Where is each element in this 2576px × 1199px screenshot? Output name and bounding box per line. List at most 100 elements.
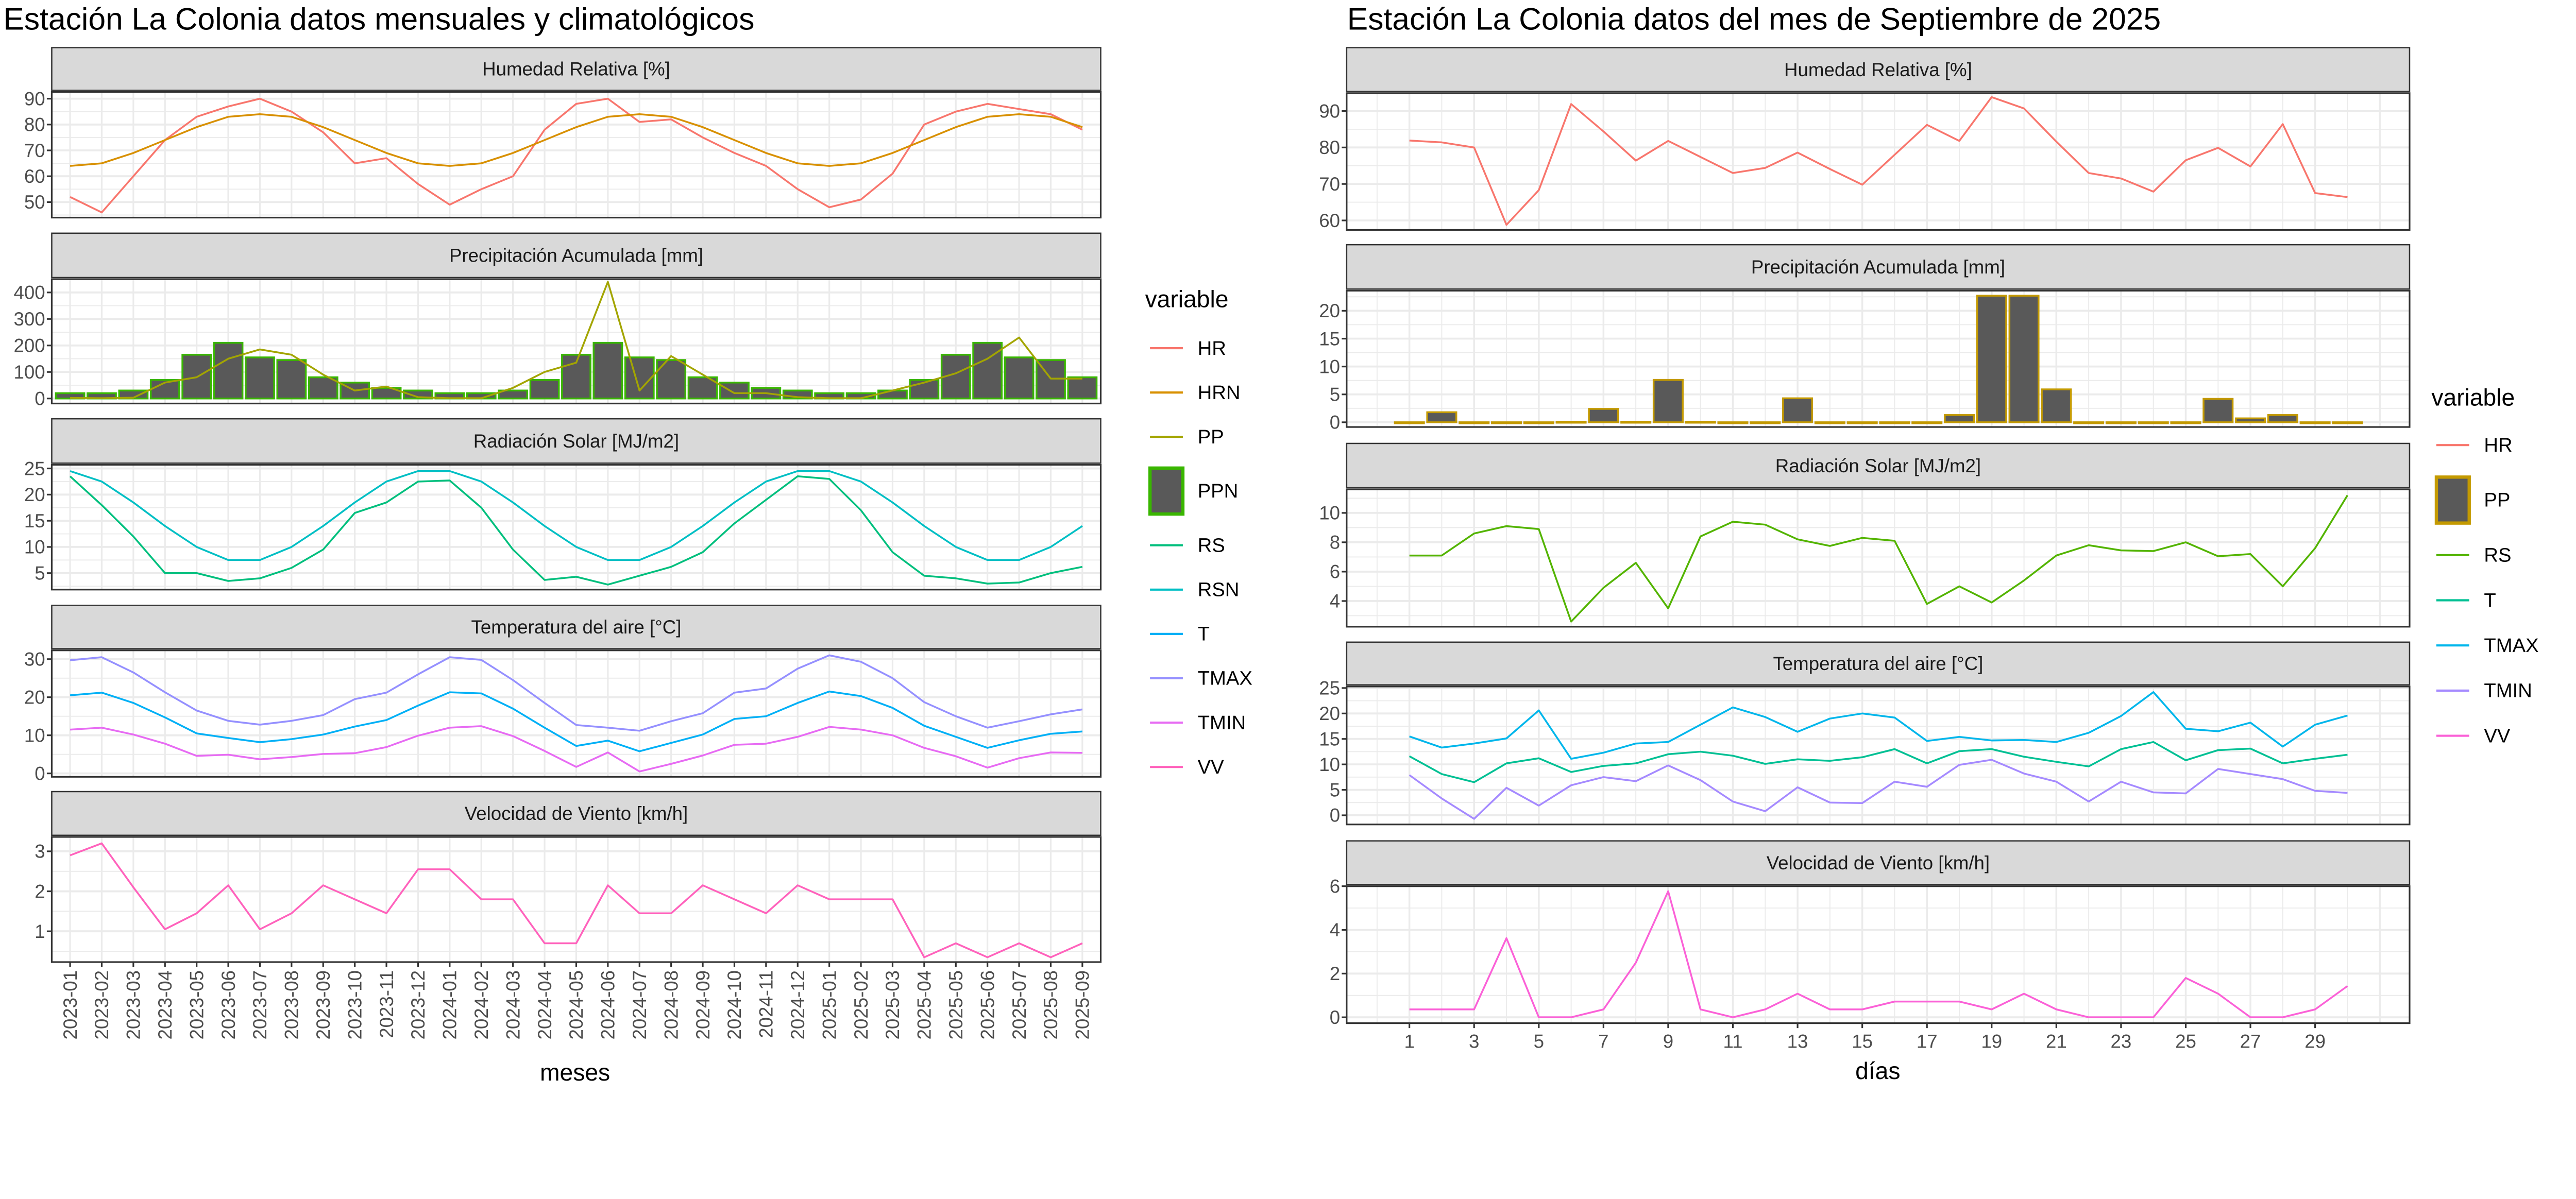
series-T — [70, 690, 1082, 752]
legend-title: variable — [2431, 384, 2515, 411]
x-tick-label: 2023-05 — [186, 970, 207, 1040]
x-axis-title: días — [1855, 1057, 1900, 1084]
y-tick-label: 70 — [24, 140, 45, 161]
legend-item-VV: VV — [1150, 756, 1224, 778]
bar-PP — [1976, 295, 2007, 423]
strip-background — [1346, 840, 2411, 885]
y-tick-label: 100 — [14, 362, 45, 383]
y-tick-label: 90 — [1319, 100, 1340, 122]
legend-label: TMAX — [1198, 667, 1252, 690]
y-tick-label: 300 — [14, 309, 45, 330]
bar-PP — [1846, 421, 1878, 424]
x-tick-label: 2023-03 — [123, 970, 144, 1040]
y-tick-label: 10 — [1319, 503, 1340, 524]
y-tick-label: 15 — [1319, 328, 1340, 349]
x-tick-label: 2024-05 — [566, 970, 587, 1040]
bar-PPN — [498, 389, 529, 400]
strip-background — [51, 47, 1101, 91]
line-VV — [1409, 890, 2348, 1018]
x-tick-label: 15 — [1852, 1031, 1873, 1052]
bar-PP — [2041, 388, 2072, 423]
legend-item-PP: PP — [2434, 475, 2510, 525]
x-tick-label: 2024-01 — [439, 970, 461, 1040]
y-tick-label: 5 — [35, 563, 45, 584]
x-tick-label: 2023-02 — [91, 970, 112, 1040]
x-tick-label: 2023-06 — [218, 970, 239, 1040]
series-PP — [1394, 295, 2363, 424]
y-tick-label: 20 — [1319, 703, 1340, 724]
y-tick-label: 60 — [24, 166, 45, 187]
y-tick-label: 5 — [1330, 779, 1340, 800]
legend-label: VV — [1198, 756, 1225, 778]
x-tick-label: 2025-06 — [977, 970, 998, 1040]
bar-PPN — [719, 382, 750, 400]
legend-item-T: T — [1150, 623, 1210, 645]
panel-3: Temperatura del aire [°C] 0 5 10 15 20 25 — [1319, 641, 2411, 826]
bar-PP — [1523, 421, 1554, 424]
bar-PP — [1685, 421, 1716, 424]
y-tick-label: 400 — [14, 282, 45, 303]
legend-title: variable — [1145, 285, 1229, 312]
series-TMAX — [70, 654, 1083, 732]
line-TMAX — [1409, 691, 2348, 760]
x-tick-label: 2024-11 — [756, 970, 777, 1038]
y-tick-label: 30 — [24, 649, 45, 670]
bar-PP — [2073, 421, 2105, 424]
strip-background — [1346, 641, 2411, 686]
x-tick-label: 2023-09 — [313, 970, 334, 1040]
y-tick-label: 10 — [24, 537, 45, 558]
series-HRN — [70, 113, 1083, 167]
legend-label: HR — [2484, 434, 2512, 456]
series-RSN — [70, 470, 1083, 561]
panel-border — [1346, 488, 2411, 628]
legend-item-VV: VV — [2436, 725, 2511, 747]
strip-label: Radiación Solar [MJ/m2] — [473, 431, 679, 452]
chart-daily: Estación La Colonia datos del mes de Sep… — [1319, 1, 2538, 1084]
line-T — [1409, 741, 2348, 783]
y-tick-label: 4 — [1330, 919, 1340, 940]
bar-PPN — [371, 387, 402, 400]
legend-label: PP — [2484, 489, 2510, 511]
strip-background — [51, 791, 1101, 836]
strip-label: Humedad Relativa [%] — [482, 59, 670, 80]
x-tick-label: 2023-10 — [344, 970, 365, 1040]
x-tick-label: 17 — [1917, 1031, 1938, 1052]
series-PP — [70, 281, 1082, 399]
strip-background — [1346, 47, 2411, 92]
x-tick-label: 2024-09 — [692, 970, 714, 1040]
y-tick-label: 0 — [35, 763, 45, 784]
strip-label: Radiación Solar [MJ/m2] — [1775, 455, 1981, 476]
strip-label: Velocidad de Viento [km/h] — [1767, 852, 1990, 873]
chart-monthly: Estación La Colonia datos mensuales y cl… — [3, 1, 1252, 1086]
panel-2: Radiación Solar [MJ/m2] 5 10 15 20 25 — [24, 418, 1102, 591]
strip-background — [51, 232, 1101, 279]
x-tick-label: 2023-08 — [281, 970, 302, 1040]
bar-PP — [2332, 421, 2363, 424]
series-RS — [1409, 494, 2348, 623]
x-tick-label: 23 — [2111, 1031, 2132, 1052]
x-tick-label: 2023-11 — [376, 970, 397, 1038]
line-HR — [1409, 96, 2348, 226]
bar-PP — [1750, 421, 1781, 424]
y-tick-label: 50 — [24, 192, 45, 213]
series-T — [1409, 741, 2348, 783]
bar-PPN — [592, 341, 623, 400]
legend-item-PPN: PPN — [1148, 466, 1238, 516]
series-TMAX — [1409, 691, 2348, 760]
x-tick-label: 2024-03 — [502, 970, 523, 1040]
x-tick-label: 2024-12 — [787, 970, 808, 1040]
y-tick-label: 20 — [24, 484, 45, 505]
y-tick-label: 10 — [24, 725, 45, 746]
y-tick-label: 2 — [1330, 963, 1340, 984]
legend-label: RS — [2484, 544, 2511, 567]
series-TMIN — [1409, 759, 2348, 820]
y-tick-label: 2 — [35, 881, 45, 902]
x-tick-label: 2024-07 — [629, 970, 650, 1040]
x-tick-label: 9 — [1663, 1031, 1673, 1052]
legend-item-HR: HR — [1150, 337, 1226, 359]
x-tick-label: 2023-07 — [249, 970, 270, 1040]
x-tick-label: 2025-04 — [914, 970, 935, 1040]
panel-0: Humedad Relativa [%] 60 70 80 90 — [1319, 47, 2411, 231]
x-tick-label: 2025-03 — [882, 970, 903, 1040]
legend-item-RS: RS — [1150, 534, 1225, 556]
